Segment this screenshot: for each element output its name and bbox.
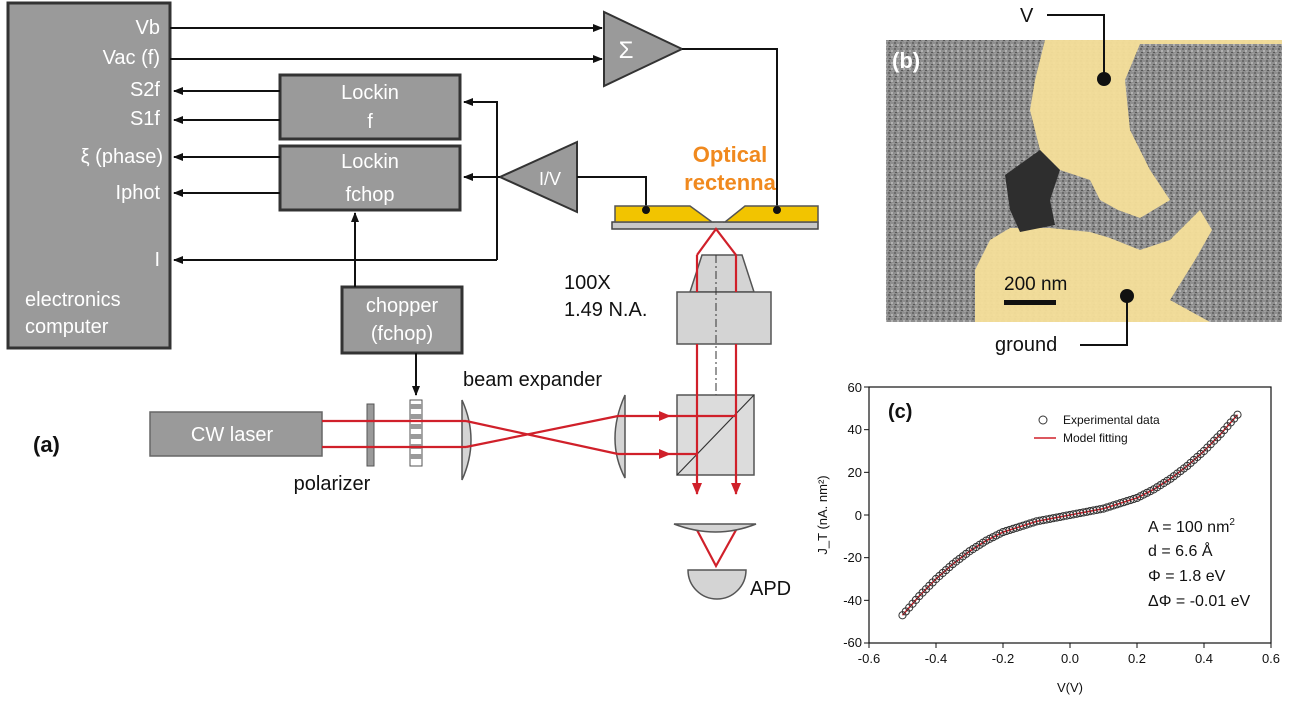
objective-line1: 100X: [564, 272, 611, 294]
sum-symbol: Σ: [619, 37, 634, 64]
lockin-fchop-line1: Lockin: [341, 151, 399, 173]
experimental-point: [1129, 494, 1138, 504]
lockin-fchop-line2: fchop: [346, 184, 395, 206]
port-i-label: I: [154, 249, 160, 271]
experimental-point: [1233, 410, 1242, 419]
legend-marker-experimental: [1038, 415, 1048, 425]
rectenna-label-line2: rectenna: [684, 170, 776, 195]
x-axis-title: V(V): [1057, 680, 1083, 695]
computer-name-line1: electronics: [25, 289, 121, 311]
param-d: d = 6.6 Å: [1148, 541, 1213, 560]
lockin-f-line2: f: [367, 111, 373, 133]
x-tick-label: 0.0: [1061, 651, 1079, 666]
beam-expander-label: beam expander: [463, 369, 602, 391]
y-tick-label: 0: [855, 508, 862, 523]
chopper-line1: chopper: [366, 295, 439, 317]
chopper-wheel: [409, 399, 423, 467]
laser-beam-path: [322, 227, 741, 569]
y-tick-label: 40: [848, 422, 862, 437]
port-s1f-label: S1f: [130, 108, 160, 130]
axis-ticks: [864, 386, 1272, 648]
computer-name-line2: computer: [25, 316, 109, 338]
polarizer-label: polarizer: [294, 473, 371, 495]
param-delta-phi: ΔΦ = -0.01 eV: [1148, 593, 1251, 610]
apd-label: APD: [750, 578, 791, 600]
objective-line2: 1.49 N.A.: [564, 299, 647, 321]
lockin-f-box: [278, 73, 462, 141]
port-iphot-label: Iphot: [116, 182, 161, 204]
panel-b: V ground 200 nm (b): [886, 5, 1282, 356]
x-tick-label: -0.6: [858, 651, 880, 666]
cw-laser: [149, 411, 323, 457]
panel-c-label: (c): [888, 401, 912, 423]
beam-splitter: [676, 394, 755, 476]
rectenna-label-line1: Optical: [693, 142, 768, 167]
panel-c: -0.6 -0.4 -0.2 0.0 0.2 0.4 0.6 60 40 20 …: [815, 380, 1280, 695]
polarizer-element: [366, 403, 375, 467]
lockin-f-line1: Lockin: [341, 82, 399, 104]
expander-lens-1: [461, 399, 472, 481]
iv-converter-label: I/V: [539, 169, 561, 189]
port-vb-label: Vb: [136, 17, 160, 39]
port-phase-label: ξ (phase): [81, 146, 163, 168]
lockin-fchop-box: [278, 144, 462, 212]
cw-laser-label: CW laser: [191, 424, 274, 446]
legend: Experimental data Model fitting: [1034, 413, 1160, 445]
port-vac-label: Vac (f): [103, 47, 160, 69]
port-s2f-label: S2f: [130, 79, 160, 101]
fit-parameters: A = 100 nm2 d = 6.6 Å Φ = 1.8 eV ΔΦ = -0…: [1148, 517, 1251, 610]
objective-lens: 100X 1.49 N.A.: [564, 254, 772, 470]
optical-rectenna-sample: Optical rectenna: [611, 142, 819, 230]
x-tick-labels: -0.6 -0.4 -0.2 0.0 0.2 0.4 0.6: [858, 651, 1280, 666]
y-axis-title: J_T (nA. nm²): [815, 475, 830, 554]
chopper-line2: (fchop): [371, 323, 433, 345]
x-tick-label: -0.2: [992, 651, 1014, 666]
chopper-box: [340, 285, 464, 355]
panel-a: Vb Vac (f) S2f S1f ξ (phase) Iphot I ele…: [6, 1, 819, 600]
sem-bottom-electrode: [975, 210, 1212, 322]
x-tick-label: 0.6: [1262, 651, 1280, 666]
y-tick-label: -20: [843, 550, 862, 565]
signal-wires: [170, 24, 778, 396]
param-phi: Φ = 1.8 eV: [1148, 568, 1226, 585]
x-tick-label: 0.4: [1195, 651, 1213, 666]
y-tick-label: -40: [843, 593, 862, 608]
sem-top-electrode: [1030, 40, 1282, 218]
x-tick-label: 0.2: [1128, 651, 1146, 666]
y-tick-label: 60: [848, 380, 862, 395]
panel-b-label: (b): [892, 48, 920, 73]
param-area: A = 100 nm2: [1148, 517, 1235, 536]
legend-label-fit: Model fitting: [1063, 431, 1128, 445]
y-tick-labels: 60 40 20 0 -20 -40 -60: [843, 380, 862, 650]
focusing-lens: [673, 523, 757, 533]
legend-label-experimental: Experimental data: [1063, 413, 1160, 427]
scale-bar: [1004, 300, 1056, 305]
y-tick-label: 20: [848, 465, 862, 480]
panel-a-label: (a): [33, 432, 60, 457]
top-contact-label: V: [1020, 5, 1034, 27]
expander-lens-2: [614, 394, 626, 479]
electronics-computer-box: [6, 1, 172, 350]
scale-bar-label: 200 nm: [1004, 274, 1067, 295]
bottom-contact-label: ground: [995, 334, 1057, 356]
apd-detector: [687, 569, 747, 600]
data-marks: [898, 410, 1242, 620]
x-tick-label: -0.4: [925, 651, 947, 666]
y-tick-label: -60: [843, 635, 862, 650]
summing-amplifier: [603, 10, 685, 88]
